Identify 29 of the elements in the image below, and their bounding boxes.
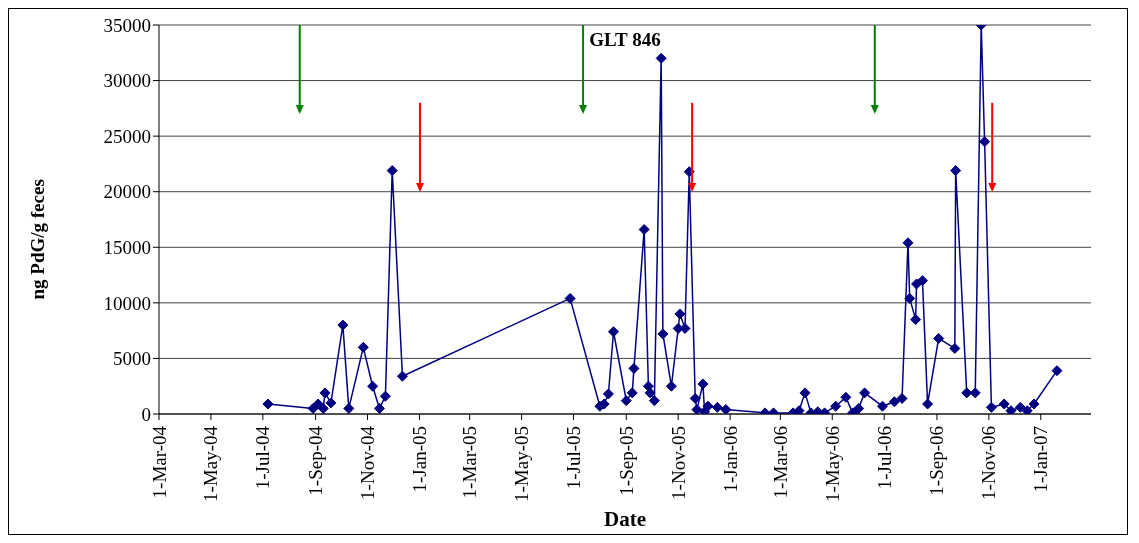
x-tick-label: 1-Jan-06 (719, 426, 741, 493)
x-tick-label: 1-Mar-04 (148, 425, 170, 499)
y-axis-title: ng PdG/g feces (26, 179, 48, 300)
x-tick-label: 1-Nov-06 (978, 426, 1000, 500)
x-tick-label: 1-Sep-06 (926, 426, 948, 496)
y-tick-label: 15000 (103, 237, 151, 259)
y-tick-label: 0 (141, 403, 151, 425)
y-tick-label: 30000 (103, 70, 151, 92)
x-tick-label: 1-Sep-04 (305, 425, 327, 496)
x-tick-label: 1-Jan-05 (408, 426, 430, 493)
y-tick-label: 5000 (113, 348, 151, 370)
x-tick-label: 1-May-04 (200, 425, 222, 502)
x-tick-label: 1-May-06 (821, 426, 843, 502)
x-tick-label: 1-Jul-06 (873, 426, 895, 490)
x-axis-title: Date (604, 507, 646, 531)
x-tick-label: 1-Sep-05 (615, 426, 637, 496)
x-tick-label: 1-Nov-05 (667, 426, 689, 500)
x-tick-label: 1-Jan-07 (1030, 426, 1052, 493)
y-tick-label: 10000 (103, 292, 151, 314)
y-tick-label: 25000 (103, 125, 151, 147)
x-tick-label: 1-Jul-04 (252, 425, 274, 490)
y-tick-label: 35000 (103, 14, 151, 36)
x-tick-label: 1-Jul-05 (563, 426, 585, 490)
x-tick-label: 1-Mar-06 (769, 426, 791, 499)
y-tick-label: 20000 (103, 181, 151, 203)
x-tick-label: 1-Mar-05 (459, 426, 481, 499)
chart-title: GLT 846 (588, 29, 662, 51)
x-tick-label: 1-Nov-04 (357, 425, 379, 500)
x-tick-label: 1-May-05 (511, 426, 533, 502)
